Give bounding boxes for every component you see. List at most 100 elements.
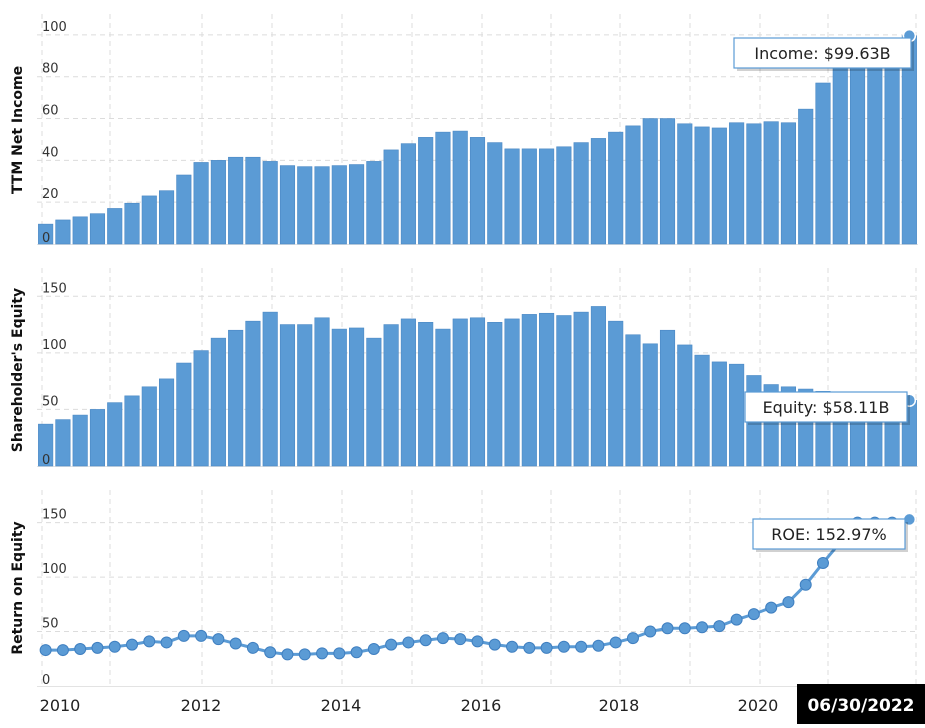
equity-bar[interactable] bbox=[245, 320, 261, 467]
roe-point[interactable] bbox=[782, 596, 795, 609]
equity-bar[interactable] bbox=[279, 324, 296, 467]
roe-point[interactable] bbox=[523, 641, 536, 654]
roe-point[interactable] bbox=[264, 646, 277, 659]
net-income-bar[interactable] bbox=[798, 108, 814, 245]
net-income-bar[interactable] bbox=[314, 166, 330, 245]
net-income-bar[interactable] bbox=[210, 160, 226, 245]
net-income-bar[interactable] bbox=[452, 130, 468, 245]
net-income-bar[interactable] bbox=[608, 131, 624, 245]
net-income-bar[interactable] bbox=[38, 223, 54, 245]
roe-point[interactable] bbox=[56, 644, 69, 657]
net-income-bar[interactable] bbox=[625, 125, 641, 245]
roe-point[interactable] bbox=[557, 640, 570, 653]
equity-bar[interactable] bbox=[366, 337, 382, 467]
roe-point[interactable] bbox=[488, 638, 501, 651]
roe-point[interactable] bbox=[229, 637, 242, 650]
equity-bar[interactable] bbox=[521, 314, 537, 467]
net-income-bar[interactable] bbox=[55, 219, 71, 245]
net-income-bar[interactable] bbox=[504, 148, 520, 245]
equity-bar[interactable] bbox=[193, 350, 209, 467]
net-income-bar[interactable] bbox=[228, 156, 244, 245]
equity-bar[interactable] bbox=[418, 322, 434, 467]
equity-bar[interactable] bbox=[711, 361, 727, 467]
net-income-bar[interactable] bbox=[245, 156, 261, 245]
roe-point[interactable] bbox=[592, 639, 605, 652]
net-income-bar[interactable] bbox=[849, 46, 866, 245]
net-income-bar[interactable] bbox=[867, 46, 883, 245]
roe-point[interactable] bbox=[575, 640, 588, 653]
net-income-bar[interactable] bbox=[763, 121, 779, 245]
equity-bar[interactable] bbox=[590, 306, 606, 467]
roe-point[interactable] bbox=[108, 640, 121, 653]
equity-bar[interactable] bbox=[625, 334, 641, 467]
roe-point[interactable] bbox=[661, 622, 674, 635]
roe-point[interactable] bbox=[91, 641, 104, 654]
equity-bar[interactable] bbox=[556, 315, 572, 467]
equity-bar[interactable] bbox=[124, 395, 140, 467]
roe-point[interactable] bbox=[246, 641, 259, 654]
roe-point[interactable] bbox=[730, 613, 743, 626]
net-income-bar[interactable] bbox=[539, 148, 555, 245]
equity-bar[interactable] bbox=[608, 320, 624, 467]
roe-point[interactable] bbox=[419, 634, 432, 647]
net-income-bar[interactable] bbox=[815, 82, 831, 245]
equity-bar[interactable] bbox=[72, 414, 88, 467]
equity-bar[interactable] bbox=[228, 329, 244, 467]
roe-point[interactable] bbox=[644, 625, 657, 638]
roe-point[interactable] bbox=[816, 556, 829, 569]
roe-point[interactable] bbox=[454, 633, 467, 646]
net-income-bar[interactable] bbox=[124, 202, 140, 245]
net-income-bar[interactable] bbox=[107, 208, 123, 245]
net-income-bar[interactable] bbox=[746, 123, 762, 245]
equity-bar[interactable] bbox=[89, 409, 106, 467]
net-income-bar[interactable] bbox=[72, 216, 88, 245]
net-income-bar[interactable] bbox=[435, 131, 451, 245]
equity-bar[interactable] bbox=[297, 324, 313, 467]
equity-bar[interactable] bbox=[107, 402, 123, 467]
roe-point[interactable] bbox=[195, 629, 208, 642]
roe-point[interactable] bbox=[678, 622, 691, 635]
net-income-bar[interactable] bbox=[469, 137, 486, 245]
equity-bar[interactable] bbox=[729, 363, 745, 467]
equity-bar[interactable] bbox=[642, 343, 658, 467]
net-income-bar[interactable] bbox=[400, 143, 416, 245]
equity-bar[interactable] bbox=[435, 328, 451, 467]
roe-point[interactable] bbox=[298, 648, 311, 661]
net-income-bar[interactable] bbox=[418, 137, 434, 245]
roe-point[interactable] bbox=[212, 633, 225, 646]
equity-bar[interactable] bbox=[314, 317, 330, 467]
roe-point[interactable] bbox=[281, 648, 294, 661]
roe-point[interactable] bbox=[143, 635, 156, 648]
roe-point[interactable] bbox=[713, 620, 726, 633]
net-income-bar[interactable] bbox=[832, 61, 848, 245]
roe-point[interactable] bbox=[126, 638, 139, 651]
roe-point[interactable] bbox=[765, 601, 778, 614]
equity-bar[interactable] bbox=[159, 378, 175, 467]
net-income-bar[interactable] bbox=[659, 118, 676, 245]
net-income-bar[interactable] bbox=[780, 122, 796, 245]
net-income-bar[interactable] bbox=[677, 123, 693, 245]
equity-bar[interactable] bbox=[383, 324, 399, 467]
roe-point[interactable] bbox=[471, 635, 484, 648]
equity-bar[interactable] bbox=[210, 337, 226, 467]
roe-point[interactable] bbox=[626, 632, 639, 645]
net-income-bar[interactable] bbox=[642, 118, 658, 245]
equity-bar[interactable] bbox=[141, 386, 157, 467]
roe-point[interactable] bbox=[39, 644, 52, 657]
roe-point[interactable] bbox=[747, 608, 760, 621]
equity-bar[interactable] bbox=[55, 419, 71, 467]
net-income-bar[interactable] bbox=[556, 146, 572, 245]
equity-bar[interactable] bbox=[349, 327, 365, 467]
roe-point[interactable] bbox=[540, 641, 553, 654]
roe-point[interactable] bbox=[385, 638, 398, 651]
equity-bar[interactable] bbox=[487, 322, 503, 467]
roe-point[interactable] bbox=[609, 636, 622, 649]
net-income-bar[interactable] bbox=[590, 138, 606, 245]
equity-bar[interactable] bbox=[677, 344, 693, 467]
equity-bar[interactable] bbox=[573, 311, 589, 467]
equity-bar[interactable] bbox=[38, 423, 54, 467]
net-income-bar[interactable] bbox=[573, 142, 589, 245]
roe-point[interactable] bbox=[177, 629, 190, 642]
roe-point[interactable] bbox=[799, 578, 812, 591]
net-income-bar[interactable] bbox=[141, 195, 157, 245]
